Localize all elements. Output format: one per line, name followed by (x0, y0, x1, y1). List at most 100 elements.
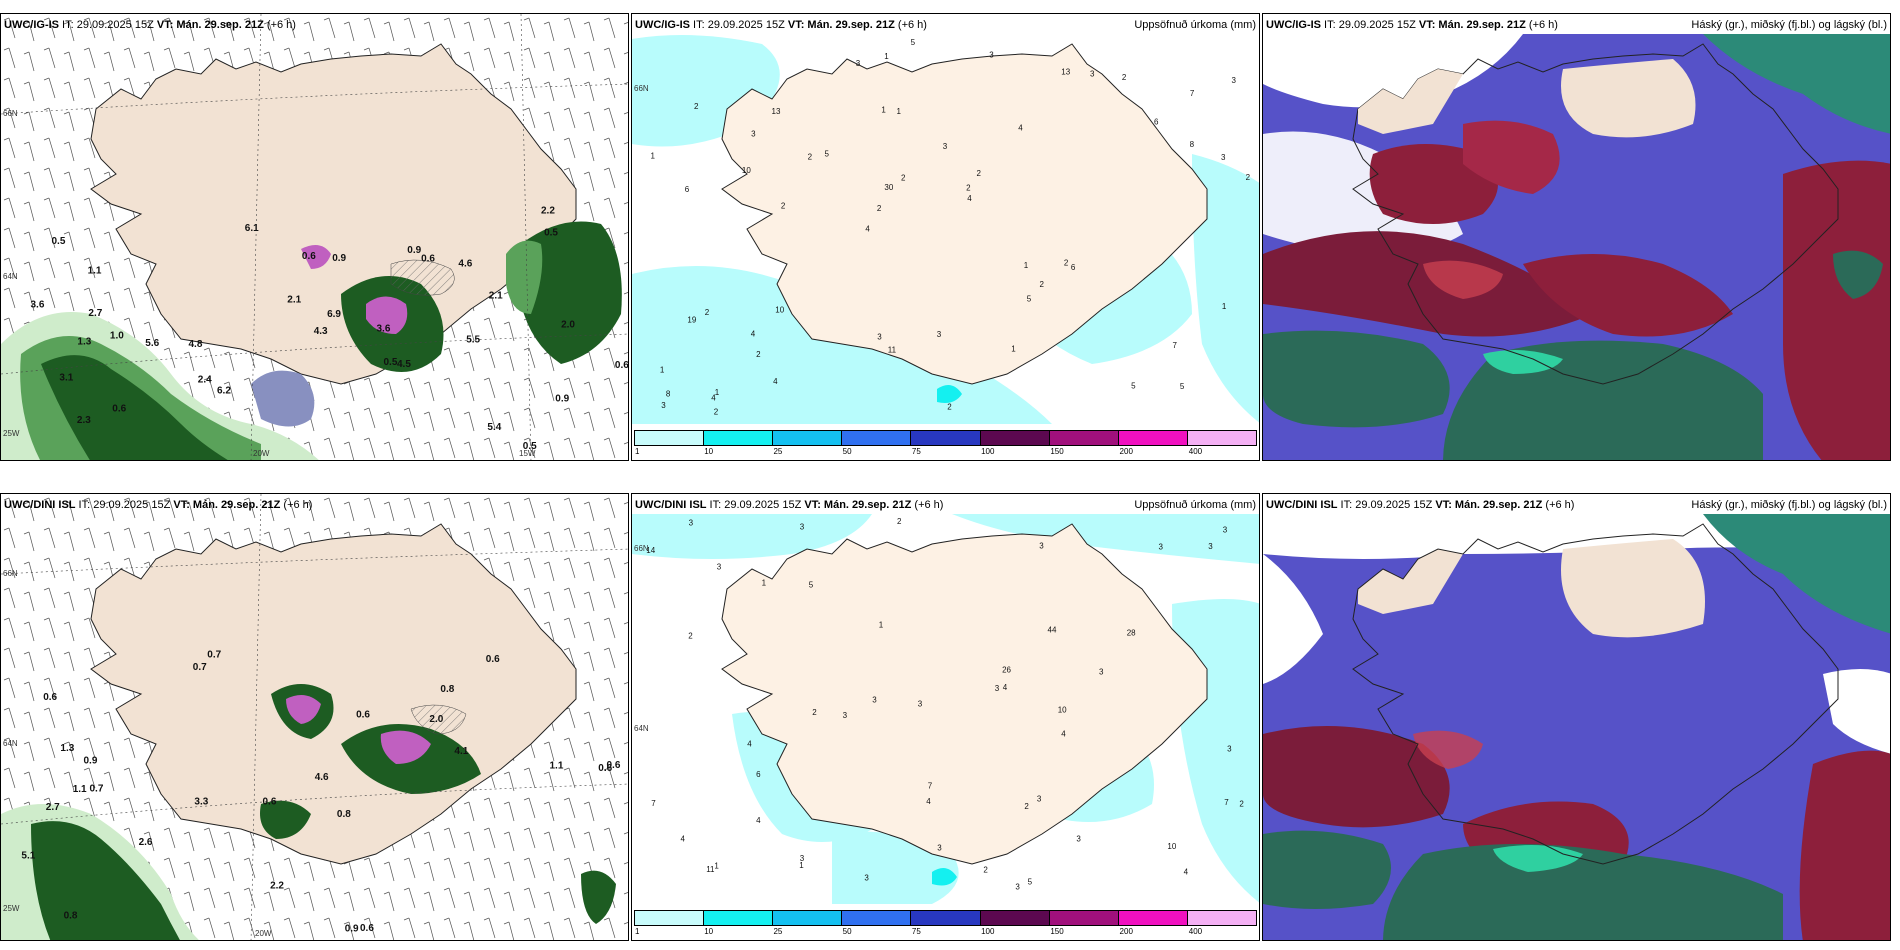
map-value-label: 19 (687, 316, 696, 325)
map-value-label: 1.3 (77, 336, 91, 347)
legend-color-box (911, 431, 981, 445)
map-value-label: 0.6 (607, 760, 621, 771)
map-value-label: 3.3 (194, 796, 208, 807)
axis-label-66n: 66N (3, 109, 18, 118)
legend-tick-label: 50 (842, 447, 852, 456)
map-value-label: 2 (694, 102, 699, 111)
map-value-label: 2 (1246, 173, 1251, 182)
map-value-label: 1.1 (88, 266, 102, 277)
map-value-label: 4.5 (397, 359, 411, 370)
map-value-label: 4 (681, 835, 686, 844)
map-value-label: 1 (799, 861, 804, 870)
map-value-label: 4 (1018, 124, 1023, 133)
map-value-label: 3 (1090, 70, 1095, 79)
wind-value-labels: 0.5 1.0 0.5 0.5 0.9 1.1 0.6 4.8 4.6 0.6 0.6 5.4 6.2 6… (31, 206, 629, 453)
map-value-label: 2.3 (77, 415, 91, 426)
lat-lon-grid (1, 14, 628, 460)
cloud-areas (1263, 34, 1890, 460)
map-value-label: 0.9 (345, 924, 359, 935)
iceland-land (721, 43, 1208, 385)
map-value-label: 2 (1239, 799, 1244, 808)
legend-color-box (1187, 911, 1256, 925)
legend-color-bar (634, 430, 1257, 446)
map-value-label: 2.4 (198, 374, 212, 385)
map-value-label: 5 (1131, 381, 1136, 390)
map-value-label: 0.6 (356, 709, 370, 720)
map-value-label: 7 (928, 782, 933, 791)
map-value-label: 14 (646, 546, 655, 555)
map-value-label: 3 (1208, 542, 1213, 551)
map-value-label: 0.9 (332, 253, 346, 264)
map-value-label: 2 (983, 865, 988, 874)
axis-label-64n: 64N (634, 724, 649, 733)
map-value-label: 3 (1039, 542, 1044, 551)
map-value-label: 2.2 (270, 880, 284, 891)
map-value-label: 3 (872, 696, 877, 705)
map-value-label: 10 (742, 166, 751, 175)
map-value-label: 2 (897, 517, 902, 526)
iceland-land (721, 523, 1208, 865)
map-value-label: 0.8 (64, 911, 78, 922)
map-value-label: 5 (825, 150, 830, 159)
map-value-label: 0.6 (112, 404, 126, 415)
map-value-label: 4.3 (314, 326, 328, 337)
clear-sky-area (1358, 69, 1463, 134)
clear-sky-area (1561, 59, 1696, 138)
legend-tick-label: 150 (1050, 447, 1064, 456)
axis-label-64n: 64N (3, 739, 18, 748)
panel-header: UWC/DINI ISL IT: 29.09.2025 15Z VT: Mán.… (4, 499, 313, 511)
panel-header: UWC/IG-IS IT: 29.09.2025 15Z VT: Mán. 29… (4, 19, 296, 31)
map-value-label: 1 (897, 107, 902, 116)
panel-header: UWC/DINI ISL IT: 29.09.2025 15Z VT: Mán.… (1266, 499, 1575, 511)
map-value-label: 11 (888, 345, 897, 354)
map-value-label: 4 (865, 225, 870, 234)
panel-title: Háský (gr.), miðský (fj.bl.) og lágský (… (1691, 499, 1887, 511)
map-value-label: 2 (966, 184, 971, 193)
panel-header: UWC/IG-IS IT: 29.09.2025 15Z VT: Mán. 29… (1266, 19, 1558, 31)
map-value-label: 5 (1028, 877, 1033, 886)
legend-color-box (704, 911, 774, 925)
map-value-label: 1 (881, 106, 886, 115)
map-value-label: 2 (808, 152, 813, 161)
map-value-label: 1 (660, 366, 665, 375)
map-value-label: 1 (651, 152, 656, 161)
map-cloud-cover (1263, 514, 1890, 940)
legend-tick-label: 1 (635, 447, 640, 456)
map-value-label: 2.7 (46, 802, 60, 813)
map-value-label: 1 (1222, 302, 1227, 311)
map-value-label: 2.0 (561, 320, 575, 331)
map-value-label: 7 (1173, 341, 1178, 350)
map-value-label: 8 (666, 390, 671, 399)
map-accumulated-precip: 3333332421333433213142326112847634357341… (632, 514, 1259, 904)
legend-color-box (1187, 431, 1256, 445)
legend-tick-labels: 1 10 25 50 75 100 150 200 400 (634, 927, 1257, 937)
map-value-label: 4 (756, 816, 761, 825)
map-value-label: 3 (937, 330, 942, 339)
map-value-label: 0.6 (598, 763, 612, 774)
map-value-label: 3 (1227, 745, 1232, 754)
map-value-label: 4 (751, 330, 756, 339)
axis-label-25w: 25W (3, 429, 20, 438)
legend-color-box (842, 911, 912, 925)
map-value-label: 10 (1167, 842, 1176, 851)
map-value-label: 3 (800, 523, 805, 532)
legend-tick-label: 10 (704, 447, 714, 456)
clear-sky-area (1561, 539, 1705, 638)
map-value-label: 13 (1061, 68, 1070, 77)
map-value-label: 0.7 (207, 650, 221, 661)
legend-tick-label: 25 (773, 927, 783, 936)
legend-tick-label: 100 (981, 927, 995, 936)
legend-color-box (980, 911, 1050, 925)
map-value-label: 7 (1224, 798, 1229, 807)
legend-tick-label: 25 (773, 447, 783, 456)
legend-tick-label: 100 (981, 447, 995, 456)
map-value-label: 5 (1027, 295, 1032, 304)
legend-tick-label: 1 (635, 927, 640, 936)
map-value-label: 3.6 (31, 300, 45, 311)
map-value-label: 1 (1024, 261, 1029, 270)
legend-color-box (773, 431, 843, 445)
clear-sky-area (1358, 549, 1463, 614)
map-value-label: 6 (1154, 117, 1159, 126)
map-value-label: 5.1 (21, 850, 35, 861)
panel-bottom-right: UWC/DINI ISL IT: 29.09.2025 15Z VT: Mán.… (1262, 493, 1891, 941)
